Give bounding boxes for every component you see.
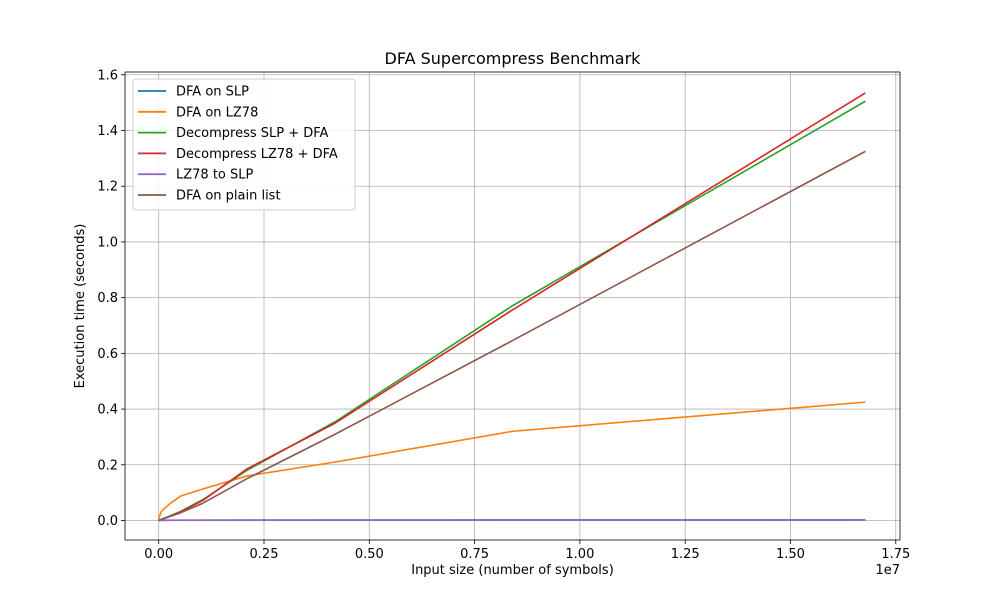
x-tick-label: 0.00 (144, 547, 173, 562)
x-tick-label: 0.25 (250, 547, 279, 562)
grid (125, 72, 900, 540)
y-tick-label: 0.0 (97, 514, 118, 529)
y-tick-label: 1.0 (97, 235, 118, 250)
legend-label: DFA on plain list (176, 189, 281, 204)
y-tick-label: 1.2 (97, 180, 118, 195)
x-tick-label: 1.00 (565, 547, 594, 562)
x-tick-label: 1.75 (881, 547, 910, 562)
y-tick-label: 1.6 (97, 68, 118, 83)
y-tick-label: 0.6 (97, 347, 118, 362)
x-tick-label: 1.50 (776, 547, 805, 562)
x-tick-label: 0.50 (355, 547, 384, 562)
y-tick-label: 1.4 (97, 124, 118, 139)
y-axis-label: Execution time (seconds) (73, 224, 88, 389)
legend-label: DFA on LZ78 (176, 105, 258, 120)
legend-label: Decompress SLP + DFA (176, 126, 329, 141)
axis-ticks: 0.00 0.25 0.50 0.75 1.00 1.25 1.50 1.75 0.0 0.2 0.… (97, 68, 910, 562)
y-tick-label: 0.2 (97, 458, 118, 473)
legend-label: Decompress LZ78 + DFA (176, 147, 338, 162)
x-tick-label: 0.75 (460, 547, 489, 562)
y-tick-label: 0.4 (97, 403, 118, 418)
series-line-dfa-on-plain-list (158, 150, 866, 522)
plot-frame (124, 71, 901, 541)
legend: DFA on SLP DFA on LZ78 Decompress SLP + DF… (132, 78, 356, 211)
legend-label: DFA on SLP (176, 85, 249, 100)
x-tick-label: 1.25 (671, 547, 700, 562)
y-tick-label: 0.8 (97, 291, 118, 306)
legend-box (132, 78, 356, 211)
series-line-lz78-to-slp (158, 519, 866, 522)
series-line-dfa-on-lz78 (157, 401, 866, 521)
x-axis-offset-label: 1e7 (875, 563, 900, 578)
series-lines (157, 92, 866, 522)
chart-title: DFA Supercompress Benchmark (385, 49, 642, 68)
legend-label: LZ78 to SLP (176, 168, 254, 183)
x-axis-label: Input size (number of symbols) (411, 563, 614, 578)
